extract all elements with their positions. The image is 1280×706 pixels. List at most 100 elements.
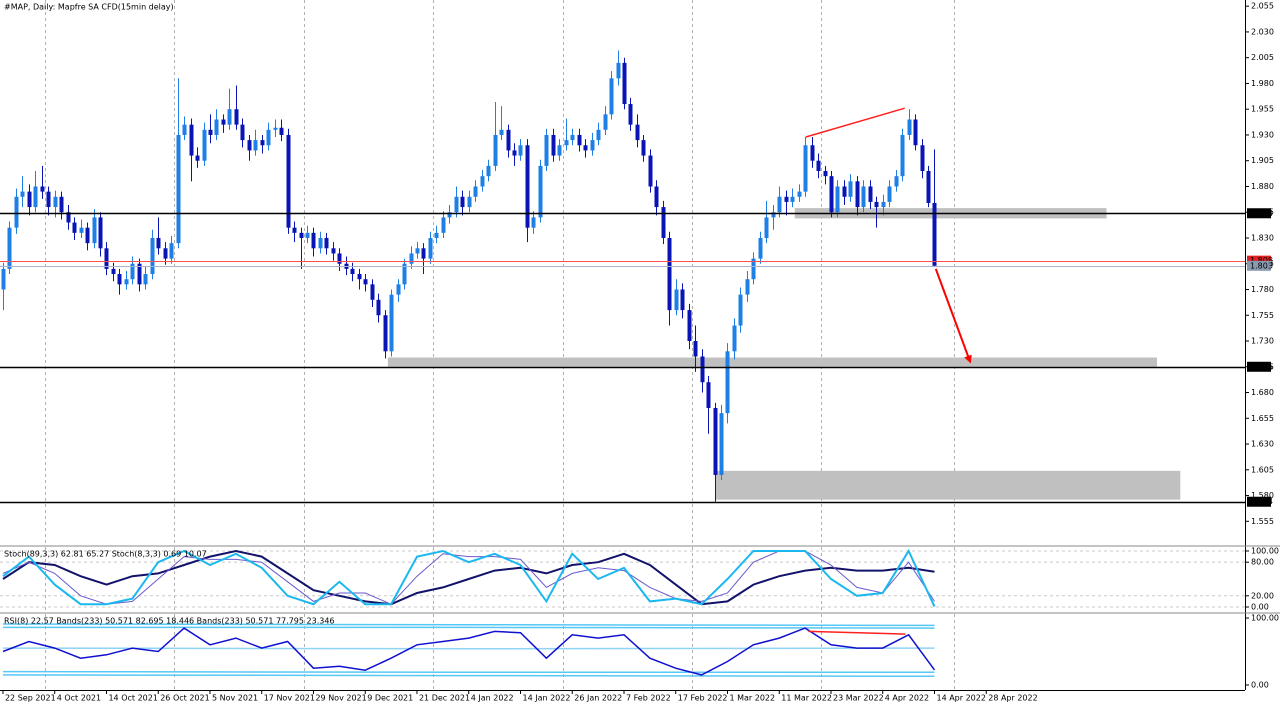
y-tick-label: 1.930 (1251, 130, 1274, 139)
candle-body (195, 155, 200, 161)
candle-body (654, 186, 659, 208)
x-tick-label: 23 Mar 2022 (833, 694, 884, 703)
zone (387, 357, 1158, 367)
candle-body (480, 176, 485, 187)
candle-body (861, 186, 866, 208)
candle-body (143, 274, 148, 285)
candle-body (932, 202, 937, 266)
y-tick-label: 1.880 (1251, 182, 1274, 191)
candle-body (700, 356, 705, 383)
candle-body (506, 129, 511, 151)
candle-body (202, 129, 207, 161)
candle-body (693, 341, 698, 357)
candle-body (337, 253, 342, 264)
candle-body (706, 382, 711, 408)
candle-body (725, 351, 730, 414)
x-tick-label: 17 Nov 2021 (264, 694, 315, 703)
candle-body (350, 268, 355, 275)
candle-body (635, 124, 640, 141)
candle-body (687, 310, 692, 342)
candle-body (53, 196, 58, 208)
candle-body (402, 263, 407, 285)
candle-body (751, 258, 756, 280)
candle-body (266, 129, 271, 146)
candle-body (680, 289, 685, 311)
x-tick-label: 4 Jan 2022 (471, 694, 514, 703)
candle-body (324, 237, 329, 249)
candle-body (771, 212, 776, 218)
candle-body (900, 134, 905, 177)
x-tick-label: 26 Jan 2022 (574, 694, 622, 703)
candle-body (738, 294, 743, 326)
candle-body (434, 232, 439, 238)
candle-body (182, 124, 187, 135)
candle-body (7, 227, 12, 269)
candle-body (803, 145, 808, 192)
candle-body (590, 140, 595, 151)
candle-body (208, 129, 213, 135)
y-tick-label: 1.755 (1251, 311, 1274, 320)
candle-body (460, 196, 465, 208)
candle-body (667, 237, 672, 311)
candle-body (66, 212, 71, 223)
candle-body (874, 201, 879, 208)
candle-body (538, 165, 543, 218)
candle-body (764, 217, 769, 238)
candle-body (829, 176, 834, 213)
y-tick-label: 100.00 (1251, 614, 1279, 623)
candle-body (292, 227, 297, 233)
candle-body (777, 196, 782, 213)
candle-body (816, 160, 821, 172)
candle-body (20, 191, 25, 197)
candle-body (713, 407, 718, 475)
candle-body (72, 222, 77, 233)
panel-title: RSI(8) 22.57 Bands(233) 50.571 82.695 18… (4, 617, 335, 626)
x-tick-label: 7 Feb 2022 (626, 694, 671, 703)
x-tick-label: 11 Mar 2022 (781, 694, 832, 703)
candle-body (33, 186, 38, 208)
x-tick-label: 26 Oct 2021 (160, 694, 209, 703)
candle-body (810, 145, 815, 161)
level-label: 1.574 (1250, 497, 1273, 506)
candle-body (130, 263, 135, 280)
candle-body (169, 243, 174, 259)
candle-body (305, 232, 310, 238)
candle-body (518, 145, 523, 156)
candle-body (907, 119, 912, 135)
arrow (934, 268, 972, 364)
candle-body (486, 165, 491, 177)
candle-body (92, 217, 97, 244)
level-label-box (1247, 255, 1271, 266)
indicator-line (2, 548, 936, 608)
x-tick-label: 29 Nov 2021 (315, 694, 366, 703)
candle-body (137, 263, 142, 285)
level-label-box (1247, 496, 1271, 507)
candle-body (214, 119, 219, 135)
y-tick-label: 80.00 (1251, 558, 1274, 567)
candle-body (583, 145, 588, 151)
level-label-box (1247, 208, 1271, 219)
x-tick-label: 17 Feb 2022 (678, 694, 728, 703)
x-tick-label: 9 Dec 2021 (367, 694, 413, 703)
x-tick-label: 5 Nov 2021 (212, 694, 258, 703)
candle-body (499, 129, 504, 135)
candle-body (273, 127, 278, 130)
y-tick-label: 1.580 (1251, 491, 1274, 500)
candle-body (447, 212, 452, 218)
x-tick-label: 14 Jan 2022 (522, 694, 570, 703)
indicator-line (2, 647, 935, 650)
candle-body (370, 284, 375, 300)
candle-body (421, 248, 426, 259)
candle-body (428, 237, 433, 259)
candle-body (46, 191, 51, 208)
candle-body (551, 134, 556, 156)
zone (715, 470, 1181, 500)
candle-body (758, 237, 763, 259)
y-tick-label: 1.730 (1251, 337, 1274, 346)
divergence-line (808, 630, 906, 635)
candle-body (570, 134, 575, 141)
candle-body (616, 62, 621, 79)
candle-body (104, 248, 109, 269)
